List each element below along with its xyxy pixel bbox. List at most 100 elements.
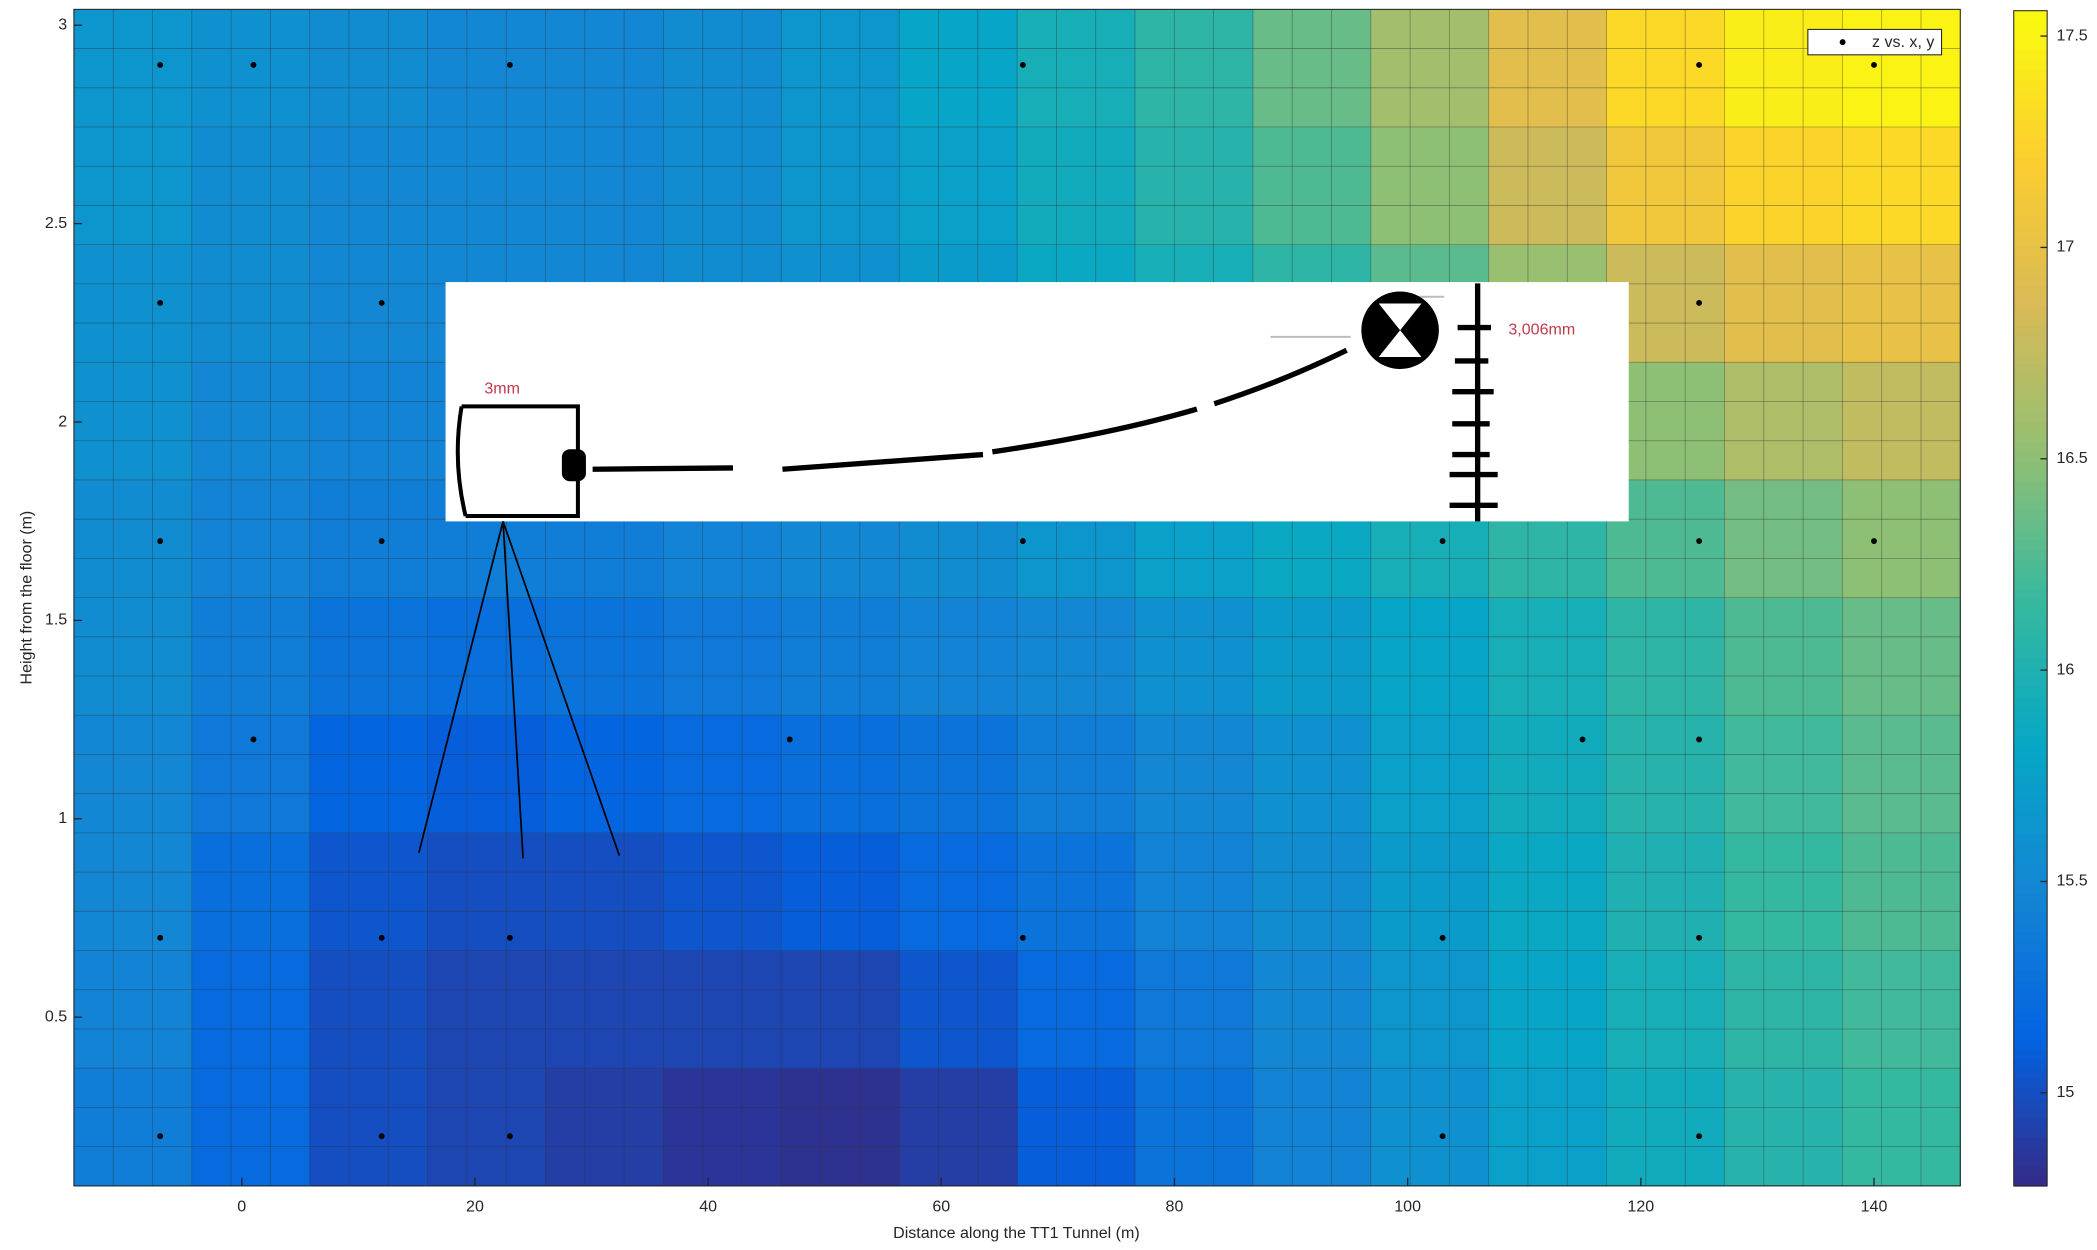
x-tick-label: 20 [466, 1197, 484, 1215]
heatmap-cell [1253, 832, 1372, 952]
heatmap-cell [1606, 832, 1725, 952]
heatmap-cell [427, 1068, 547, 1187]
colorbar-step [2013, 343, 2048, 355]
colorbar-step [2013, 1127, 2048, 1138]
colorbar-step [2013, 108, 2048, 120]
colorbar-step [2013, 40, 2048, 51]
colorbar-step [2013, 421, 2048, 433]
scatter-point [378, 538, 385, 544]
colorbar-step [2013, 911, 2048, 923]
heatmap-cell [73, 950, 193, 1069]
scatter-point [1019, 934, 1026, 941]
annotation: 3mm [484, 379, 520, 397]
colorbar-step [2013, 363, 2048, 374]
heatmap-cell [1370, 715, 1490, 834]
heatmap-cell [1841, 832, 1961, 952]
x-tick-label: 60 [932, 1197, 950, 1215]
heatmap-cell [1841, 950, 1961, 1069]
colorbar-step [2013, 431, 2048, 443]
x-tick-label: 80 [1166, 1197, 1184, 1215]
heatmap-cell [1488, 597, 1608, 716]
colorbar-step [2013, 931, 2048, 942]
colorbar-step [2013, 480, 2048, 492]
heatmap-cell [780, 9, 900, 128]
heatmap-cell [1841, 479, 1961, 599]
heatmap-cell [1135, 832, 1254, 952]
colorbar-step [2013, 921, 2048, 933]
heatmap-cell [192, 597, 311, 716]
colorbar-tick-label: 16.5 [2057, 449, 2088, 467]
heatmap-cell [545, 597, 664, 716]
heatmap-cell [73, 479, 193, 599]
heatmap-cell [780, 950, 900, 1069]
heatmap-cell [1488, 832, 1608, 952]
heatmap-cell [1253, 715, 1372, 834]
heatmap-cell [1017, 597, 1137, 716]
heatmap-cell [1135, 597, 1254, 716]
colorbar-step [2013, 89, 2048, 100]
heatmap-cell [899, 597, 1019, 716]
heatmap-cell [1017, 832, 1137, 952]
scatter-point [250, 61, 257, 68]
heatmap-cell [1017, 950, 1137, 1069]
colorbar-step [2013, 1029, 2048, 1040]
scatter-point [250, 736, 257, 743]
heatmap-cell [1017, 126, 1137, 246]
heatmap-cell [1606, 9, 1725, 128]
colorbar-step [2013, 745, 2048, 756]
colorbar-step [2013, 510, 2048, 521]
heatmap-cell [192, 362, 311, 481]
colorbar: 15 15.5 16 16.5 17 17.5 [2013, 10, 2088, 1187]
heatmap-cell [192, 479, 311, 599]
colorbar-step [2013, 304, 2048, 316]
x-tick-label: 140 [1861, 1197, 1888, 1215]
colorbar-step [2013, 696, 2048, 707]
colorbar-step [2013, 794, 2048, 805]
colorbar-step [2013, 69, 2048, 81]
colorbar-step [2013, 970, 2048, 981]
colorbar-step [2013, 490, 2048, 502]
colorbar-step [2013, 196, 2048, 208]
y-axis-label: Height from the floor (m) [17, 511, 35, 685]
colorbar-step [2013, 245, 2048, 257]
colorbar-step [2013, 1048, 2048, 1060]
heatmap-cell [309, 244, 429, 363]
scatter-point [1696, 1133, 1703, 1140]
scatter-point [157, 1133, 164, 1140]
colorbar-step [2013, 1117, 2048, 1128]
heatmap-cell [1017, 9, 1137, 128]
heatmap-cell [427, 9, 547, 128]
scatter-point [1019, 538, 1026, 544]
colorbar-step [2013, 79, 2048, 90]
colorbar-step [2013, 461, 2048, 472]
y-tick-label: 2 [58, 412, 67, 430]
heatmap-cell [1135, 715, 1254, 834]
heatmap-cell [1724, 126, 1843, 246]
colorbar-step [2013, 519, 2048, 531]
heatmap-cell [780, 597, 900, 716]
heatmap-cell [899, 1068, 1019, 1187]
colorbar-step [2013, 823, 2048, 835]
heatmap-cell [192, 950, 311, 1069]
scatter-point [1696, 934, 1703, 941]
y-tick-label: 1 [58, 809, 67, 827]
heatmap-cell [545, 832, 664, 952]
scatter-point [506, 934, 513, 941]
scatter-point [378, 1133, 385, 1140]
colorbar-step [2013, 30, 2048, 41]
heatmap-cell [663, 9, 782, 128]
colorbar-step [2013, 999, 2048, 1011]
colorbar-step [2013, 559, 2048, 570]
plot-frame [73, 8, 1961, 1187]
colorbar-step [2013, 578, 2048, 590]
colorbar-step [2013, 118, 2048, 130]
colorbar-step [2013, 333, 2048, 345]
legend-marker [1839, 39, 1846, 46]
heatmap-cell [1253, 126, 1372, 246]
heatmap-cell [73, 715, 193, 834]
heatmap-cell [309, 832, 429, 952]
heatmap-cell [1017, 715, 1137, 834]
heatmap-cell [1841, 244, 1961, 363]
heatmap-cell [899, 9, 1019, 128]
